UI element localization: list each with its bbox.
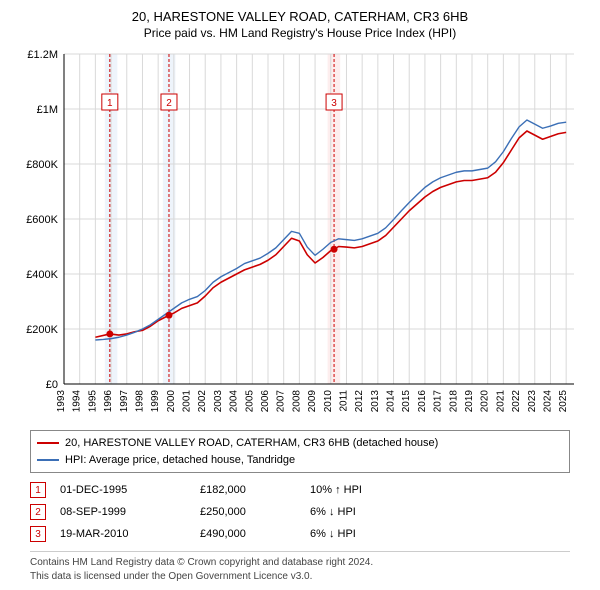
event-marker: 3 (30, 526, 46, 542)
svg-text:2005: 2005 (244, 390, 255, 413)
svg-text:£0: £0 (46, 379, 58, 391)
svg-text:1: 1 (107, 98, 113, 109)
svg-text:£600K: £600K (26, 214, 58, 226)
svg-text:2008: 2008 (291, 390, 302, 413)
svg-text:2013: 2013 (370, 390, 381, 413)
svg-text:2019: 2019 (464, 390, 475, 413)
svg-text:1999: 1999 (150, 390, 161, 413)
svg-text:2025: 2025 (558, 390, 569, 413)
svg-text:2018: 2018 (448, 390, 459, 413)
svg-text:2000: 2000 (166, 390, 177, 413)
legend-item: 20, HARESTONE VALLEY ROAD, CATERHAM, CR3… (37, 435, 563, 452)
svg-text:2001: 2001 (182, 390, 193, 413)
svg-text:£400K: £400K (26, 269, 58, 281)
chart-subtitle: Price paid vs. HM Land Registry's House … (0, 26, 600, 44)
svg-text:2006: 2006 (260, 390, 271, 413)
legend-label: HPI: Average price, detached house, Tand… (65, 452, 295, 469)
chart-legend: 20, HARESTONE VALLEY ROAD, CATERHAM, CR3… (30, 430, 570, 473)
legend-label: 20, HARESTONE VALLEY ROAD, CATERHAM, CR3… (65, 435, 438, 452)
event-pct: 6% ↓ HPI (310, 506, 430, 518)
svg-text:2011: 2011 (338, 390, 349, 412)
svg-text:3: 3 (331, 98, 337, 109)
svg-text:2007: 2007 (276, 390, 287, 413)
chart-plot-area: £0 £200K £400K £600K £800K £1M £1.2M 1993 1994 19… (20, 44, 580, 424)
event-row: 3 19-MAR-2010£490,0006% ↓ HPI (30, 523, 570, 545)
svg-text:2004: 2004 (229, 390, 240, 413)
chart-title: 20, HARESTONE VALLEY ROAD, CATERHAM, CR3… (0, 0, 600, 26)
event-price: £250,000 (200, 506, 310, 518)
svg-text:1994: 1994 (72, 390, 83, 413)
svg-text:£1.2M: £1.2M (27, 49, 58, 61)
event-table: 1 01-DEC-1995£182,00010% ↑ HPI 2 08-SEP-199… (30, 479, 570, 545)
svg-text:1997: 1997 (119, 390, 130, 413)
svg-text:£800K: £800K (26, 159, 58, 171)
svg-text:1998: 1998 (134, 390, 145, 413)
event-price: £182,000 (200, 484, 310, 496)
event-date: 08-SEP-1999 (60, 506, 200, 518)
chart-svg: £0 £200K £400K £600K £800K £1M £1.2M 1993 1994 19… (20, 44, 580, 424)
event-marker: 2 (30, 504, 46, 520)
svg-text:2009: 2009 (307, 390, 318, 413)
svg-text:1995: 1995 (87, 390, 98, 413)
svg-text:2012: 2012 (354, 390, 365, 413)
svg-text:2020: 2020 (480, 390, 491, 413)
chart-container: { "header": { "title": "20, HARESTONE VA… (0, 0, 600, 590)
event-date: 19-MAR-2010 (60, 528, 200, 540)
event-price: £490,000 (200, 528, 310, 540)
svg-text:2016: 2016 (417, 390, 428, 413)
svg-text:2015: 2015 (401, 390, 412, 413)
svg-text:2002: 2002 (197, 390, 208, 413)
svg-text:2021: 2021 (495, 390, 506, 413)
svg-text:2: 2 (166, 98, 172, 109)
event-date: 01-DEC-1995 (60, 484, 200, 496)
svg-text:2024: 2024 (542, 390, 553, 413)
svg-text:2023: 2023 (527, 390, 538, 413)
svg-text:2014: 2014 (386, 390, 397, 413)
legend-swatch (37, 442, 59, 444)
event-pct: 6% ↓ HPI (310, 528, 430, 540)
svg-text:2010: 2010 (323, 390, 334, 413)
legend-swatch (37, 459, 59, 461)
legend-item: HPI: Average price, detached house, Tand… (37, 452, 563, 469)
svg-text:1993: 1993 (56, 390, 67, 413)
event-row: 1 01-DEC-1995£182,00010% ↑ HPI (30, 479, 570, 501)
footer-line-2: This data is licensed under the Open Gov… (30, 570, 570, 584)
svg-text:2022: 2022 (511, 390, 522, 413)
svg-text:2003: 2003 (213, 390, 224, 413)
svg-text:2017: 2017 (433, 390, 444, 413)
event-pct: 10% ↑ HPI (310, 484, 430, 496)
svg-text:£200K: £200K (26, 324, 58, 336)
svg-text:£1M: £1M (37, 104, 58, 116)
footer-line-1: Contains HM Land Registry data © Crown c… (30, 556, 570, 570)
event-marker: 1 (30, 482, 46, 498)
event-row: 2 08-SEP-1999£250,0006% ↓ HPI (30, 501, 570, 523)
chart-footer: Contains HM Land Registry data © Crown c… (30, 551, 570, 583)
svg-text:1996: 1996 (103, 390, 114, 413)
